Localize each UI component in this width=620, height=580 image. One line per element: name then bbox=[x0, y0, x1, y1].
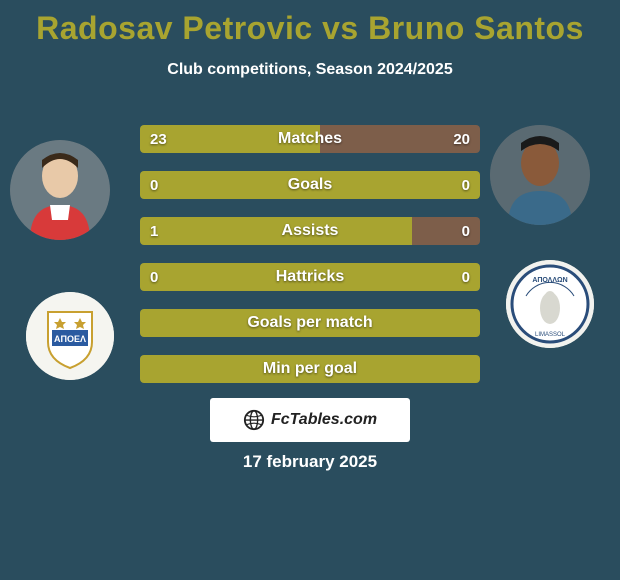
player-left-avatar bbox=[10, 140, 110, 240]
stat-value-left: 23 bbox=[150, 125, 167, 153]
club-right-icon: ΑΠΟΛΛΩΝ LIMASSOL bbox=[506, 260, 594, 348]
stats-bars: Matches2320Goals00Assists10Hattricks00Go… bbox=[140, 125, 480, 401]
player-right-icon bbox=[490, 125, 590, 225]
stat-label: Hattricks bbox=[140, 263, 480, 291]
stat-row: Goals0 0 bbox=[140, 171, 480, 199]
subtitle: Club competitions, Season 2024/2025 bbox=[0, 61, 620, 79]
stat-value-right: 20 bbox=[453, 125, 470, 153]
club-right-badge: ΑΠΟΛΛΩΝ LIMASSOL bbox=[506, 260, 594, 348]
page-title: Radosav Petrovic vs Bruno Santos bbox=[0, 10, 620, 47]
svg-text:ΑΠΟΕΛ: ΑΠΟΕΛ bbox=[54, 334, 86, 344]
stat-label: Matches bbox=[140, 125, 480, 153]
stat-label: Goals per match bbox=[140, 309, 480, 337]
stat-value-left: 0 bbox=[150, 171, 158, 199]
stat-value-right: 0 bbox=[462, 171, 470, 199]
stat-value-right: 0 bbox=[462, 217, 470, 245]
player-left-icon bbox=[10, 140, 110, 240]
stat-row: Assists1 0 bbox=[140, 217, 480, 245]
globe-icon bbox=[243, 409, 265, 431]
logo-text: FcTables.com bbox=[271, 411, 377, 429]
club-left-badge: ΑΠΟΕΛ bbox=[26, 292, 114, 380]
site-logo: FcTables.com bbox=[210, 398, 410, 442]
player-right-avatar bbox=[490, 125, 590, 225]
date-label: 17 february 2025 bbox=[0, 452, 620, 472]
stat-row: Matches23 20 bbox=[140, 125, 480, 153]
stat-value-left: 0 bbox=[150, 263, 158, 291]
stat-row: Goals per match bbox=[140, 309, 480, 337]
svg-text:LIMASSOL: LIMASSOL bbox=[535, 332, 566, 338]
stat-value-left: 1 bbox=[150, 217, 158, 245]
svg-text:ΑΠΟΛΛΩΝ: ΑΠΟΛΛΩΝ bbox=[532, 277, 567, 284]
stat-label: Assists bbox=[140, 217, 480, 245]
stat-label: Min per goal bbox=[140, 355, 480, 383]
stat-label: Goals bbox=[140, 171, 480, 199]
stat-row: Hattricks0 0 bbox=[140, 263, 480, 291]
stat-row: Min per goal bbox=[140, 355, 480, 383]
club-left-icon: ΑΠΟΕΛ bbox=[26, 292, 114, 380]
stat-value-right: 0 bbox=[462, 263, 470, 291]
comparison-card: Radosav Petrovic vs Bruno Santos Club co… bbox=[0, 0, 620, 580]
